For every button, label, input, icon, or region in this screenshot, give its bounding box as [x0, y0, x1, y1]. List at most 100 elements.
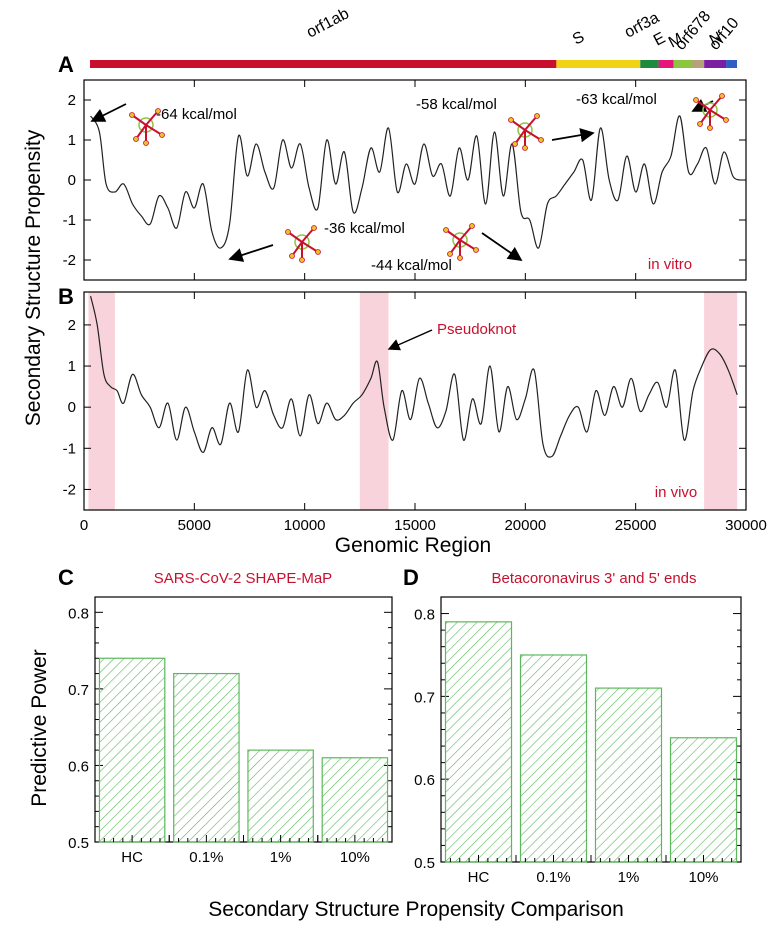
- x-tick-label: 0.1%: [189, 849, 223, 866]
- rna-hairpin: [129, 112, 135, 118]
- gene-label-orf1ab: orf1ab: [304, 5, 352, 41]
- panel-letter-a: A: [58, 52, 74, 77]
- y-tick-label: -1: [63, 212, 76, 229]
- rna-hairpin: [457, 255, 463, 261]
- x-tick-label: 25000: [615, 517, 657, 534]
- x-tick-label: 10000: [284, 517, 326, 534]
- rna-hairpin: [719, 93, 725, 99]
- panel-d-chart: Betacoronavirus 3' and 5' ends 0.5 0.6 0.7 0…: [414, 570, 742, 886]
- condition-label: in vitro: [648, 256, 692, 273]
- rna-stem: [301, 227, 315, 243]
- x-tick-label: 10%: [688, 869, 718, 886]
- chart-title: SARS-CoV-2 SHAPE-MaP: [154, 570, 332, 587]
- gene-segment-E: [658, 60, 674, 68]
- bar: [444, 621, 513, 863]
- chart-title: Betacoronavirus 3' and 5' ends: [491, 570, 696, 587]
- y-tick-label: 0.8: [68, 605, 89, 622]
- x-tick-label: HC: [468, 869, 490, 886]
- y-tick-label: -1: [63, 440, 76, 457]
- rna-structure-icon: [693, 93, 729, 131]
- bar: [98, 657, 166, 843]
- rna-hairpin: [538, 137, 544, 143]
- highlight-region: [88, 292, 115, 510]
- gene-segment-N: [704, 60, 727, 68]
- y-tick-label: 0.5: [414, 855, 435, 872]
- highlight-region: [704, 292, 738, 510]
- gene-segment-orf678: [690, 60, 705, 68]
- y-tick-label: 0.8: [414, 607, 435, 624]
- rna-stem: [524, 129, 542, 141]
- x-tick-label: 0.1%: [536, 869, 570, 886]
- highlight-region: [359, 292, 389, 510]
- annotation-arrow: [90, 103, 127, 122]
- y-tick-label: 0.7: [414, 689, 435, 706]
- y-axis-title-top: Secondary Structure Propensity: [22, 129, 45, 426]
- rna-structure-icon: [285, 225, 321, 263]
- rna-hairpin: [299, 257, 305, 263]
- series-line: [90, 295, 738, 458]
- gene-segment-M: [673, 60, 691, 68]
- x-tick-label: 30000: [725, 517, 767, 534]
- rna-hairpin: [289, 253, 295, 259]
- condition-label: in vivo: [655, 484, 698, 501]
- panel-a-chart: -2 -1 0 1 2 in vitro -64 kcal/mol -58 kcal/mol -…: [63, 79, 747, 281]
- energy-annotation: -58 kcal/mol: [416, 96, 497, 113]
- energy-annotation: -64 kcal/mol: [156, 106, 237, 123]
- rna-hairpin: [155, 108, 161, 114]
- y-tick-label: -2: [63, 252, 76, 269]
- x-tick-label: 1%: [270, 849, 292, 866]
- pseudoknot-arrow: [387, 329, 433, 351]
- x-axis-title-top: Genomic Region: [335, 534, 491, 557]
- bar: [321, 757, 389, 843]
- annotation-arrow: [551, 128, 595, 143]
- rna-hairpin: [534, 113, 540, 119]
- gene-label-S: S: [570, 29, 587, 49]
- y-tick-label: 0: [68, 172, 76, 189]
- y-tick-label: 2: [68, 317, 76, 334]
- rna-hairpin: [311, 225, 317, 231]
- y-tick-label: 1: [68, 358, 76, 375]
- rna-hairpin: [508, 117, 514, 123]
- bar: [519, 654, 588, 863]
- rna-hairpin: [315, 249, 321, 255]
- y-tick-label: 0.6: [68, 758, 89, 775]
- y-tick-label: 0.5: [68, 835, 89, 852]
- rna-hairpin: [473, 247, 479, 253]
- x-tick-label: 1%: [618, 869, 640, 886]
- rna-hairpin: [723, 117, 729, 123]
- energy-annotation: -36 kcal/mol: [324, 220, 405, 237]
- rna-stem: [301, 241, 319, 253]
- panel-c-chart: SARS-CoV-2 SHAPE-MaP 0.5 0.6 0.7 0.8 HC 0.1% 1%…: [68, 570, 393, 866]
- gene-segment-orf10: [726, 60, 737, 68]
- bar: [594, 687, 663, 863]
- bar: [669, 737, 738, 863]
- x-tick-label: 5000: [178, 517, 211, 534]
- rna-stem: [709, 109, 727, 121]
- panel-letter-b: B: [58, 284, 74, 309]
- rna-stem: [145, 124, 163, 136]
- x-tick-label: HC: [121, 849, 143, 866]
- gene-segment-orf3a: [640, 60, 659, 68]
- rna-hairpin: [447, 251, 453, 257]
- rna-hairpin: [512, 141, 518, 147]
- y-tick-label: 0.7: [68, 682, 89, 699]
- energy-annotation: -44 kcal/mol: [371, 257, 452, 274]
- gene-segment-S: [556, 60, 641, 68]
- rna-structure-icon: [443, 223, 479, 261]
- rna-stem: [459, 225, 473, 241]
- x-axis-title-bottom: Secondary Structure Propensity Compariso…: [208, 898, 624, 921]
- y-tick-label: 1: [68, 132, 76, 149]
- y-tick-label: 0.6: [414, 772, 435, 789]
- gene-label-E: E: [651, 30, 668, 50]
- rna-hairpin: [469, 223, 475, 229]
- rna-hairpin: [133, 136, 139, 142]
- rna-hairpin: [443, 227, 449, 233]
- rna-hairpin: [707, 125, 713, 131]
- rna-structure-icon: [129, 108, 165, 146]
- x-tick-label: 20000: [504, 517, 546, 534]
- rna-stem: [459, 239, 477, 251]
- y-tick-label: 2: [68, 92, 76, 109]
- rna-hairpin: [143, 140, 149, 146]
- gene-segment-orf1ab: [90, 60, 557, 68]
